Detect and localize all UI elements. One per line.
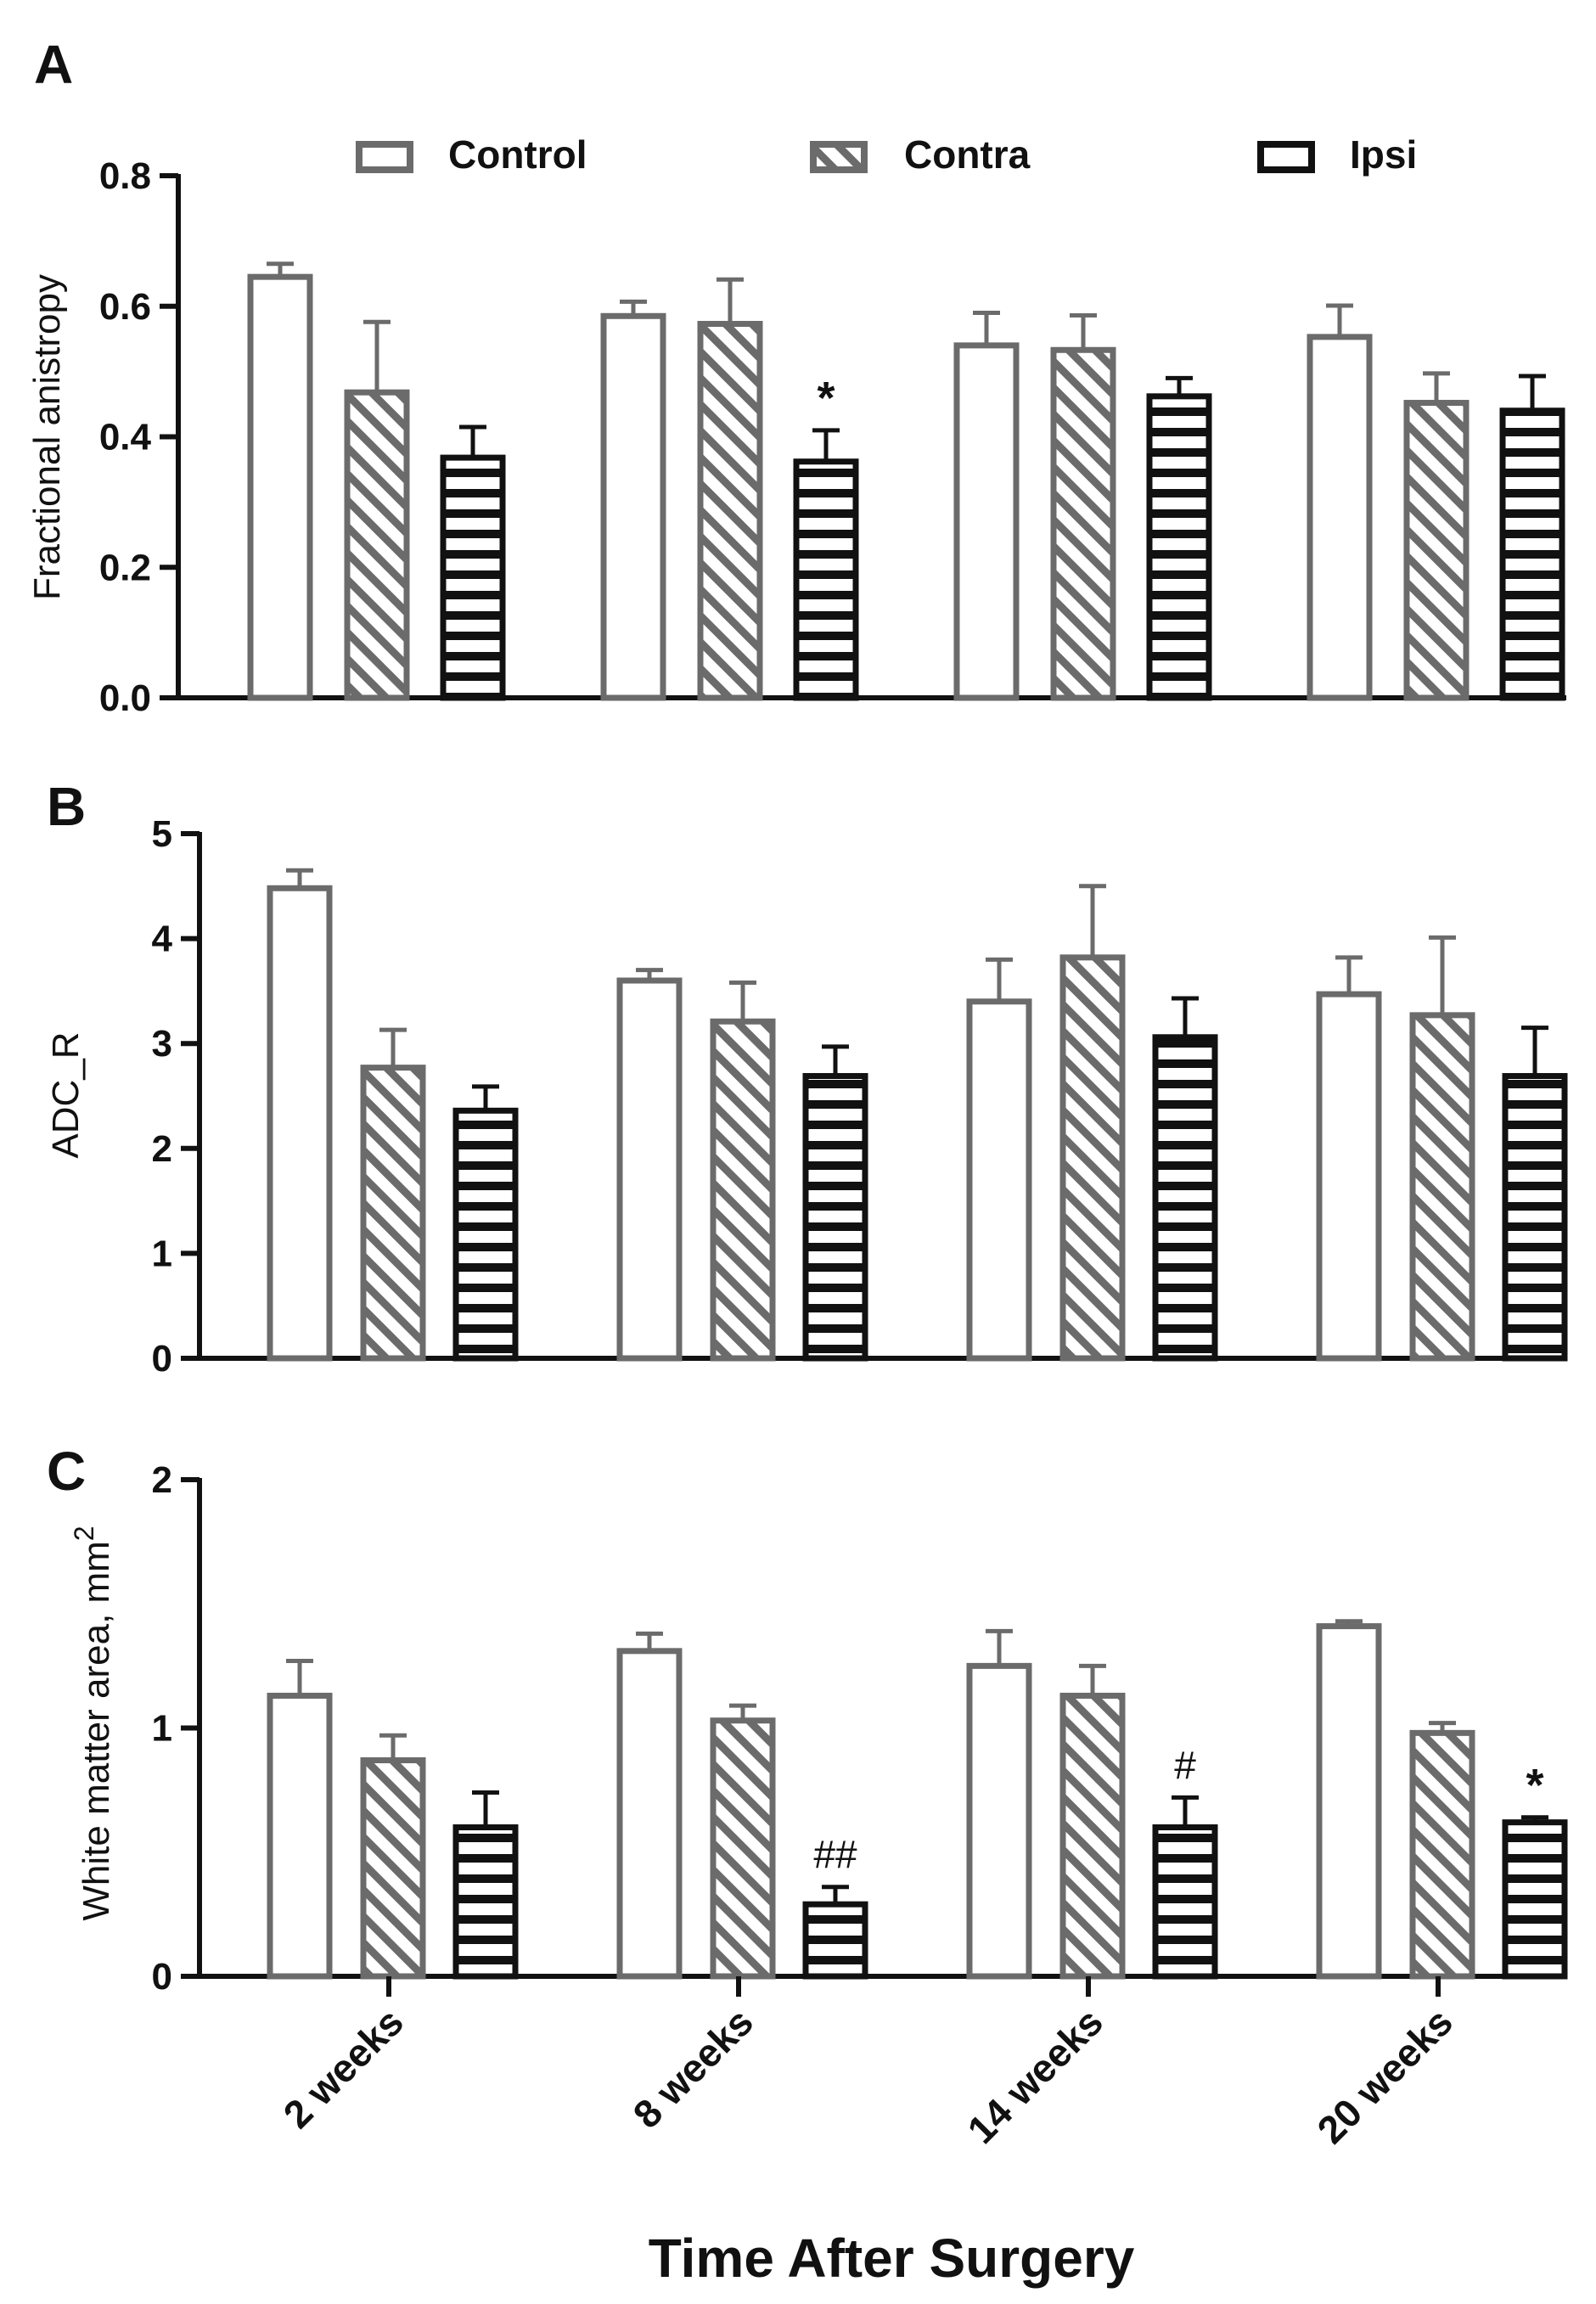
panel-c-bar-ipsi <box>452 1824 519 1980</box>
panel-b-bar-ipsi <box>1502 1073 1568 1362</box>
legend-label-ipsi: Ipsi <box>1350 132 1417 177</box>
legend-swatch-contra <box>810 141 868 173</box>
panel-c-bar-ipsi <box>1152 1824 1218 1980</box>
panel-c-bar-contra <box>1059 1692 1126 1980</box>
panel-a-y-tick-label: 0.4 <box>99 417 152 458</box>
panel-a-bar-control <box>1307 334 1373 701</box>
panel-a-bar-control <box>600 312 666 701</box>
panel-b-letter: B <box>47 776 86 837</box>
x-category-label: 2 weeks <box>275 1999 413 2137</box>
panel-a-y-tick-label: 0.8 <box>99 155 151 197</box>
panel-c-bar-control <box>616 1648 683 1980</box>
panel-c-significance-mark: * <box>1526 1760 1543 1811</box>
panel-c-bar-contra <box>710 1717 776 1980</box>
panel-a-significance-mark: * <box>817 373 835 424</box>
panel-c-bar-ipsi <box>802 1901 868 1980</box>
panel-a-bar-contra <box>1403 400 1470 701</box>
panel-b-bar-contra <box>360 1065 426 1362</box>
legend-item-control: Control <box>356 132 587 177</box>
panel-b-bar-ipsi <box>802 1073 868 1362</box>
panel-c-bar-control <box>966 1662 1032 1980</box>
panel-a-y-label: Fractional anistropy <box>26 274 68 600</box>
panel-c-y-tick-label: 1 <box>152 1708 172 1750</box>
panel-b: B 0 1 2 3 4 5 ADC_R <box>45 776 1568 1380</box>
panel-b-y-tick-label: 3 <box>152 1023 172 1065</box>
panel-b-y-tick-label: 4 <box>152 919 173 960</box>
panel-a-bar-ipsi <box>793 458 859 701</box>
legend-swatch-ipsi <box>1257 141 1315 173</box>
panel-a-bar-control <box>247 273 313 701</box>
legend-item-ipsi: Ipsi <box>1257 132 1417 177</box>
panel-a-bar-contra <box>697 321 763 701</box>
legend-label-control: Control <box>448 132 587 177</box>
panel-b-bar-control <box>616 977 683 1362</box>
panel-b-y-tick-label: 2 <box>152 1128 172 1170</box>
panel-a-bar-contra <box>1050 346 1116 701</box>
panel-a-y-tick-label: 0.2 <box>99 547 151 588</box>
panel-b-bar-control <box>966 998 1032 1362</box>
panel-c-y-label: White matter area, mm2 <box>69 1526 117 1920</box>
x-category-label: 20 weeks <box>1308 1999 1461 2152</box>
panel-c-letter: C <box>47 1441 86 1502</box>
panel-c-significance-mark: ## <box>813 1833 857 1877</box>
x-category-label: 14 weeks <box>958 1999 1111 2152</box>
panel-b-y-tick-label: 0 <box>152 1338 172 1380</box>
panel-b-bar-control <box>267 885 333 1362</box>
panel-b-y-tick-label: 1 <box>152 1233 172 1274</box>
legend-swatch-control <box>356 141 413 173</box>
panel-b-y-label: ADC_R <box>45 1031 87 1158</box>
panel-b-bar-ipsi <box>1152 1034 1218 1362</box>
panel-a-bar-contra <box>344 389 410 701</box>
panel-c-bar-control <box>1316 1623 1382 1980</box>
x-axis-title: Time After Surgery <box>649 2228 1135 2289</box>
panel-c-bar-control <box>267 1692 333 1980</box>
x-category-label: 8 weeks <box>625 1999 762 2137</box>
legend-item-contra: Contra <box>810 132 1031 177</box>
panel-b-bar-contra <box>710 1018 776 1362</box>
panel-a-y-tick-label: 0.0 <box>99 677 151 719</box>
panel-c-significance-mark: # <box>1174 1743 1196 1787</box>
panel-b-bar-ipsi <box>452 1107 519 1362</box>
x-category-labels: 2 weeks 8 weeks 14 weeks 20 weeks <box>275 1999 1462 2152</box>
panel-b-bar-control <box>1316 991 1382 1362</box>
panel-a-bar-control <box>953 342 1020 701</box>
panel-c-y-tick-label: 0 <box>152 1956 172 1998</box>
panel-b-bar-contra <box>1409 1012 1475 1362</box>
legend: Control Contra Ipsi <box>356 132 1417 177</box>
panel-c-bar-contra <box>360 1757 426 1980</box>
panel-a-bar-ipsi <box>440 454 506 701</box>
panel-a-y-tick-label: 0.6 <box>99 286 151 328</box>
panel-a: A 0.0 0.2 0.4 0.6 0.8 Fractional anistropy * <box>26 34 1566 719</box>
panel-a-bar-ipsi <box>1146 393 1212 701</box>
panel-c-bar-contra <box>1409 1729 1475 1980</box>
panel-b-bar-contra <box>1059 954 1126 1362</box>
panel-a-bar-ipsi <box>1499 407 1565 701</box>
panel-a-letter: A <box>34 34 73 95</box>
panel-b-y-tick-label: 5 <box>152 813 172 855</box>
panel-c-y-tick-label: 2 <box>152 1459 172 1501</box>
legend-label-contra: Contra <box>904 132 1031 177</box>
panel-c-bar-ipsi <box>1502 1819 1568 1980</box>
